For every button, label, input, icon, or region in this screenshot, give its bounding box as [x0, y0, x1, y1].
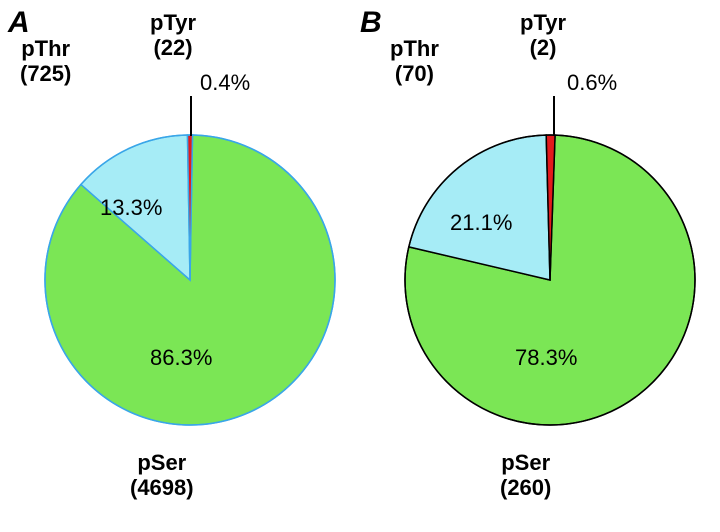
panel-b-ptyr-label: pTyr (2) [520, 10, 566, 61]
panel-b: B pThr (70) pTyr (2) 0.6% 21.1% 78.3% pS… [360, 0, 720, 532]
panel-b-pser-pct: 78.3% [515, 345, 577, 371]
panel-a-pser-pct: 86.3% [150, 345, 212, 371]
panel-b-pser-label: pSer (260) [500, 450, 551, 501]
panel-a-pthr-pct: 13.3% [100, 195, 162, 221]
panel-a-ptyr-pct: 0.4% [200, 70, 250, 96]
panel-b-pthr-label: pThr (70) [390, 36, 439, 87]
figure: A pThr (725) pTyr (22) 0.4% 13.3% 86.3% … [0, 0, 720, 532]
panel-a-pthr-label: pThr (725) [20, 36, 71, 87]
panel-a-pser-label: pSer (4698) [130, 450, 194, 501]
panel-b-pthr-pct: 21.1% [450, 210, 512, 236]
panel-b-ptyr-pct: 0.6% [567, 70, 617, 96]
panel-a-ptyr-label: pTyr (22) [150, 10, 196, 61]
panel-a: A pThr (725) pTyr (22) 0.4% 13.3% 86.3% … [0, 0, 360, 532]
